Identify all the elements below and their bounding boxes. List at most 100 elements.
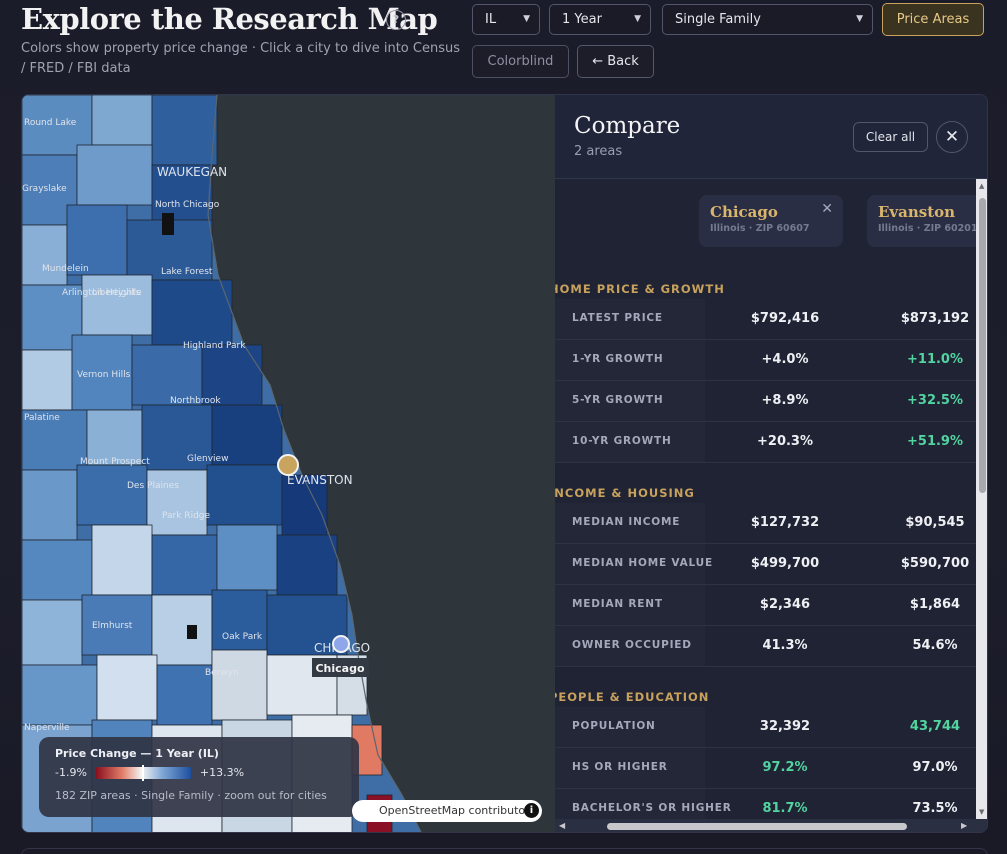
colorblind-button[interactable]: Colorblind [472,45,569,78]
map-label-north-chicago: North Chicago [155,200,220,210]
value-chicago: 81.7% [762,801,808,816]
value-evanston: +32.5% [907,393,963,408]
value-chicago: $792,416 [750,311,820,326]
clear-all-button[interactable]: Clear all [853,122,928,152]
period-select[interactable]: 1 Year ▼ [549,4,651,35]
map-label-mundelein: Mundelein [42,264,89,274]
value-evanston: 73.5% [912,801,958,816]
map-label-libertyville: Libertyville [92,288,142,298]
map-label-grayslake: Grayslake [22,184,67,194]
property-type-select[interactable]: Single Family ▼ [662,4,873,35]
legend-max: +13.3% [199,766,245,779]
row-label: OWNER OCCUPIED [572,639,692,651]
back-button[interactable]: ← Back [577,45,654,78]
area-card-evanston[interactable]: Evanston Illinois · ZIP 60201 [867,195,976,247]
area-card-chicago[interactable]: Chicago Illinois · ZIP 60607 ✕ [699,195,843,247]
value-chicago: $499,700 [750,556,820,571]
chicago-marker[interactable] [332,635,350,653]
legend-min: -1.9% [55,766,87,779]
table-row: MEDIAN RENT $2,346 $1,864 [555,585,976,626]
table-row: 5-YR GROWTH +8.9% +32.5% [555,381,976,422]
vertical-scrollbar[interactable]: ▲ ▼ [976,179,987,819]
compare-panel: Compare 2 areas Clear all ✕ Chicago Illi… [555,95,987,832]
table-row: 1-YR GROWTH +4.0% +11.0% [555,340,976,381]
table-row: OWNER OCCUPIED 41.3% 54.6% [555,626,976,667]
area-meta: Illinois · ZIP 60607 [710,223,810,234]
value-chicago: $2,346 [759,597,811,612]
scroll-down-icon[interactable]: ▼ [979,808,985,816]
map-label-oak-park: Oak Park [222,632,263,642]
compare-count: 2 areas [574,144,623,159]
state-select[interactable]: IL ▼ [472,4,540,35]
bottom-panel-edge [21,848,988,854]
choropleth-map[interactable]: WAUKEGAN North Chicago Lake Forest Munde… [22,95,555,833]
legend-gradient [95,764,191,781]
price-areas-button[interactable]: Price Areas [882,3,984,36]
info-icon[interactable]: i [524,803,539,818]
table-row: MEDIAN INCOME $127,732 $90,545 [555,503,976,544]
value-evanston: 97.0% [912,760,958,775]
value-evanston: +11.0% [907,352,963,367]
map-label-northbrook: Northbrook [170,396,221,406]
table-row: MEDIAN HOME VALUE $499,700 $590,700 [555,544,976,585]
map-label-evanston: EVANSTON [287,473,353,487]
row-label: LATEST PRICE [572,312,663,324]
section-title: HOME PRICE & GROWTH [555,282,725,296]
value-chicago: $127,732 [750,515,820,530]
value-evanston: $1,864 [909,597,961,612]
value-evanston: +51.9% [907,434,963,449]
compare-table[interactable]: Chicago Illinois · ZIP 60607 ✕ Evanston … [555,179,976,819]
legend-note: 182 ZIP areas · Single Family · zoom out… [55,789,327,802]
close-icon[interactable]: ✕ [936,121,968,153]
section-title: INCOME & HOUSING [555,486,695,500]
row-label: BACHELOR'S OR HIGHER [572,802,732,814]
section-title: PEOPLE & EDUCATION [555,690,710,704]
row-label: 1-YR GROWTH [572,353,664,365]
row-label: HS OR HIGHER [572,761,668,773]
value-chicago: 41.3% [762,638,808,653]
help-icon[interactable]: ? [386,10,406,30]
table-row: BACHELOR'S OR HIGHER 81.7% 73.5% [555,789,976,819]
chevron-down-icon: ▼ [523,14,530,24]
value-chicago: +4.0% [761,352,809,367]
table-row: 10-YR GROWTH +20.3% +51.9% [555,422,976,463]
scrollbar-thumb[interactable] [607,823,907,830]
map-legend: Price Change — 1 Year (IL) -1.9% +13.3% … [39,737,359,817]
table-row: HS OR HIGHER 97.2% 97.0% [555,748,976,789]
chevron-down-icon: ▼ [856,14,863,24]
value-evanston: 54.6% [912,638,958,653]
table-row: LATEST PRICE $792,416 $873,192 [555,299,976,340]
remove-area-icon[interactable]: ✕ [821,201,833,217]
table-row: POPULATION 32,392 43,744 [555,707,976,748]
legend-title: Price Change — 1 Year (IL) [55,747,219,760]
map-label-vernon-hills: Vernon Hills [77,370,131,380]
scroll-left-icon[interactable]: ◀ [559,821,566,830]
compare-header: Compare 2 areas Clear all ✕ [555,95,987,179]
row-label: POPULATION [572,720,656,732]
row-label: MEDIAN HOME VALUE [572,557,713,569]
value-evanston: 43,744 [909,719,961,734]
chicago-tooltip: Chicago [315,662,364,675]
compare-title: Compare [574,113,681,139]
period-select-value: 1 Year [562,12,602,27]
row-label: 10-YR GROWTH [572,435,672,447]
horizontal-scrollbar[interactable]: ◀ ▶ [555,819,987,832]
map-label-park-ridge: Park Ridge [162,511,210,521]
chicago-tooltip-bg [312,658,369,677]
map-attribution[interactable]: OpenStreetMap contributors [352,800,542,822]
map-label-berwyn: Berwyn [205,668,239,678]
chevron-down-icon: ▼ [634,14,641,24]
property-type-select-value: Single Family [675,12,761,27]
value-evanston: $90,545 [905,515,965,530]
scrollbar-thumb[interactable] [979,198,986,493]
map-label-des-plaines: Des Plaines [127,481,179,491]
map-label-mount-prospect: Mount Prospect [80,457,150,467]
map-label-lake-forest: Lake Forest [161,267,213,277]
page-subtitle: Colors show property price change · Clic… [21,41,460,76]
evanston-marker[interactable] [277,454,299,476]
map-label-waukegan: WAUKEGAN [157,165,227,179]
scroll-up-icon[interactable]: ▲ [979,182,985,190]
map-container: WAUKEGAN North Chicago Lake Forest Munde… [21,94,988,833]
scroll-right-icon[interactable]: ▶ [961,821,968,830]
value-chicago: +20.3% [757,434,813,449]
